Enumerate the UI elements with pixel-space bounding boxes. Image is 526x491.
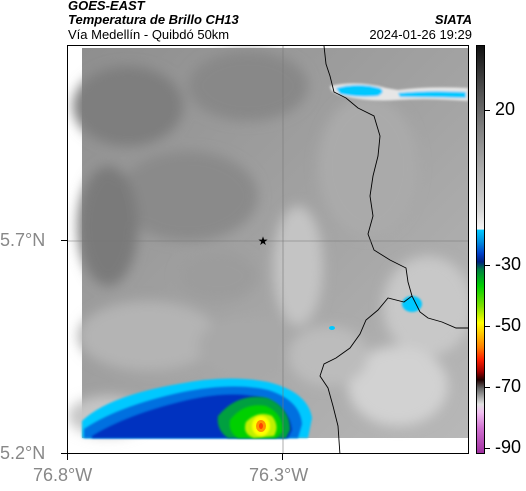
- product-title: Temperatura de Brillo CH13: [68, 12, 239, 27]
- satellite-name: GOES-EAST: [68, 0, 145, 13]
- colorbar-tick: [485, 448, 490, 449]
- colorbar-tick: [485, 110, 490, 111]
- cold-cloud-dot: [329, 326, 335, 330]
- colorbar-tick: [485, 326, 490, 327]
- lon-label-76-3: 76.3°W: [249, 465, 309, 485]
- boundary-line-east: [411, 295, 468, 329]
- colorbar-tick: [485, 265, 490, 266]
- colorbar-label-20: 20: [495, 99, 516, 119]
- lat-label-5-2: 5.2°N: [0, 443, 46, 463]
- lon-tick-mark: [67, 454, 68, 460]
- timestamp: 2024-01-26 19:29: [369, 27, 472, 42]
- lat-tick-mark: [61, 453, 67, 454]
- colorbar-label-minus-30: -30: [495, 254, 522, 274]
- region-label: Vía Medellín - Quibdó 50km: [68, 27, 230, 42]
- cloud-texture: [68, 51, 468, 436]
- colorbar-tick: [485, 387, 490, 388]
- colorbar-label-minus-50: -50: [495, 315, 522, 335]
- lat-tick-mark: [61, 240, 67, 241]
- star-icon[interactable]: ★: [258, 234, 269, 248]
- lon-tick-mark: [282, 454, 283, 460]
- lon-label-76-8: 76.8°W: [33, 465, 93, 485]
- lat-label-5-7: 5.7°N: [0, 230, 46, 250]
- brand-label: SIATA: [434, 12, 472, 27]
- satellite-map[interactable]: ★: [67, 45, 469, 454]
- map-image: ★: [68, 46, 468, 453]
- convective-storm: [82, 378, 312, 438]
- colorbar-label-minus-90: -90: [495, 437, 522, 457]
- cold-cloud-north: [330, 83, 468, 101]
- colorbar: [476, 45, 485, 454]
- colorbar-label-minus-70: -70: [495, 376, 522, 396]
- boundary-line: [319, 46, 413, 453]
